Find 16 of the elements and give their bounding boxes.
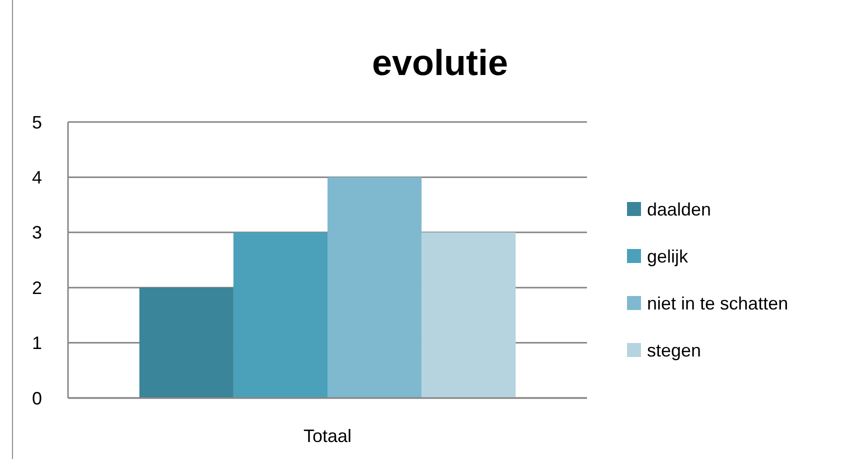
legend-label: stegen bbox=[647, 340, 702, 360]
y-tick-label: 5 bbox=[32, 112, 42, 132]
y-tick-label: 4 bbox=[32, 168, 42, 188]
bar bbox=[422, 232, 516, 398]
y-tick-label: 3 bbox=[32, 222, 42, 243]
y-tick-label: 0 bbox=[32, 388, 42, 408]
bar bbox=[233, 232, 328, 398]
x-tick-label: Totaal bbox=[303, 426, 352, 446]
legend-label: niet in te schatten bbox=[647, 293, 788, 314]
legend-label: gelijk bbox=[647, 246, 690, 266]
chart-title: evolutie bbox=[372, 42, 508, 83]
y-tick-label: 1 bbox=[32, 333, 42, 354]
bar bbox=[139, 288, 234, 398]
y-tick-label: 2 bbox=[32, 278, 42, 298]
legend-label: daalden bbox=[647, 199, 712, 220]
bar bbox=[328, 177, 422, 398]
